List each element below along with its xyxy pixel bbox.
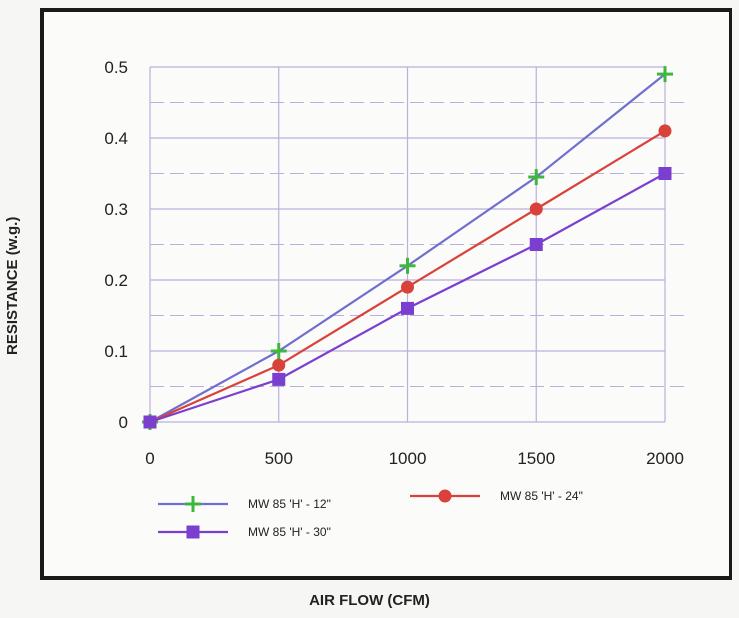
x-axis-label: AIR FLOW (CFM) — [309, 592, 430, 609]
y-axis-label: RESISTANCE (w.g.) — [4, 216, 21, 356]
x-tick-label: 500 — [265, 449, 293, 468]
data-point-2 — [658, 167, 672, 180]
legend-label: MW 85 'H' - 12" — [248, 497, 331, 511]
data-point-1 — [401, 280, 414, 294]
data-point-1 — [529, 202, 543, 216]
legend-marker — [438, 489, 452, 503]
x-tick-label: 1000 — [389, 449, 427, 468]
y-tick-label: 0.1 — [104, 342, 128, 361]
legend-label: MW 85 'H' - 30" — [248, 525, 331, 539]
x-tick-label: 0 — [145, 449, 154, 468]
x-tick-label: 1500 — [517, 449, 555, 468]
data-point-1 — [272, 358, 286, 372]
legend-label: MW 85 'H' - 24" — [500, 489, 583, 503]
data-point-1 — [658, 124, 672, 138]
data-point-0 — [399, 257, 416, 274]
legend-marker — [185, 496, 201, 512]
data-point-0 — [657, 66, 673, 83]
data-point-0 — [270, 343, 287, 359]
y-tick-label: 0.2 — [104, 271, 128, 290]
data-point-2 — [529, 238, 543, 251]
data-point-0 — [528, 169, 545, 186]
y-tick-label: 0.3 — [104, 200, 128, 219]
y-tick-label: 0.5 — [104, 58, 128, 77]
x-tick-label: 2000 — [646, 449, 684, 468]
chart-frame — [40, 8, 732, 580]
y-tick-label: 0.4 — [104, 129, 128, 148]
data-point-2 — [143, 415, 157, 429]
data-point-2 — [401, 301, 414, 315]
legend-marker — [186, 525, 200, 539]
y-tick-label: 0 — [119, 413, 128, 432]
data-point-2 — [272, 372, 286, 386]
